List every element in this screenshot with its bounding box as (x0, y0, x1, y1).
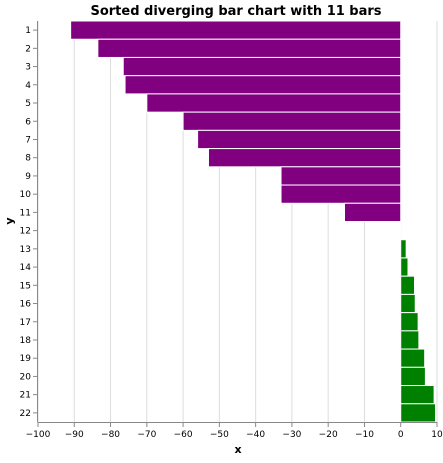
y-tick-label: 8 (25, 154, 31, 164)
bar-5 (146, 93, 402, 113)
x-tick-label: −70 (137, 430, 156, 440)
bar-15 (400, 275, 416, 295)
y-tick-label: 17 (20, 318, 31, 328)
x-axis-title: x (234, 443, 241, 456)
y-tick-label: 2 (25, 44, 31, 54)
bar-18 (400, 330, 420, 350)
bar-4 (124, 75, 402, 95)
chart-title: Sorted diverging bar chart with 11 bars (90, 4, 381, 19)
y-tick-label: 16 (20, 300, 32, 310)
y-tick-label: 19 (20, 354, 32, 364)
y-tick-label: 10 (20, 190, 32, 200)
y-tick-label: 18 (20, 336, 32, 346)
x-tick-label: −90 (65, 430, 84, 440)
x-tick-label: −10 (355, 430, 374, 440)
bar-11 (344, 202, 402, 222)
bar-8 (207, 148, 402, 168)
y-tick-label: 13 (20, 245, 31, 255)
y-tick-label: 7 (25, 135, 31, 145)
bar-2 (97, 38, 402, 58)
bar-9 (280, 166, 402, 186)
y-tick-label: 9 (25, 172, 31, 182)
x-axis: −100 −90 −80 −70 −60 −50 −40 −30 −20 −10 0 10 (26, 422, 443, 440)
y-tick-label: 5 (25, 99, 31, 109)
y-tick-label: 15 (20, 281, 31, 291)
y-tick-label: 14 (20, 263, 32, 273)
bar-20 (400, 366, 426, 387)
y-axis-title: y (3, 217, 16, 224)
y-tick-label: 6 (25, 117, 31, 127)
y-tick-label: 22 (20, 409, 31, 419)
bar-7 (197, 129, 402, 150)
x-tick-label: −50 (210, 430, 229, 440)
x-tick-label: 0 (398, 430, 404, 440)
x-tick-label: −60 (174, 430, 193, 440)
x-tick-label: −30 (282, 430, 301, 440)
x-tick-label: −100 (26, 430, 51, 440)
x-tick-label: −40 (246, 430, 265, 440)
bar-19 (400, 348, 426, 368)
bar-22 (400, 403, 437, 423)
bar-14 (400, 257, 409, 277)
y-tick-label: 11 (20, 208, 31, 218)
y-tick-label: 3 (25, 63, 31, 73)
bar-13 (400, 239, 407, 259)
bar-6 (182, 111, 402, 131)
bar-3 (122, 56, 402, 77)
x-tick-label: −80 (101, 430, 120, 440)
bars (70, 20, 437, 423)
y-tick-label: 1 (25, 26, 31, 36)
y-tick-label: 4 (25, 81, 31, 91)
bar-21 (400, 385, 435, 405)
y-tick-label: 21 (20, 391, 31, 401)
x-tick-label: −20 (319, 430, 338, 440)
x-tick-label: 10 (431, 430, 443, 440)
bar-12 (399, 221, 402, 241)
y-tick-label: 12 (20, 227, 31, 237)
bar-10 (280, 184, 402, 204)
y-tick-label: 20 (20, 372, 32, 382)
bar-17 (400, 312, 419, 332)
bar-1 (70, 20, 402, 40)
bar-16 (400, 293, 416, 314)
